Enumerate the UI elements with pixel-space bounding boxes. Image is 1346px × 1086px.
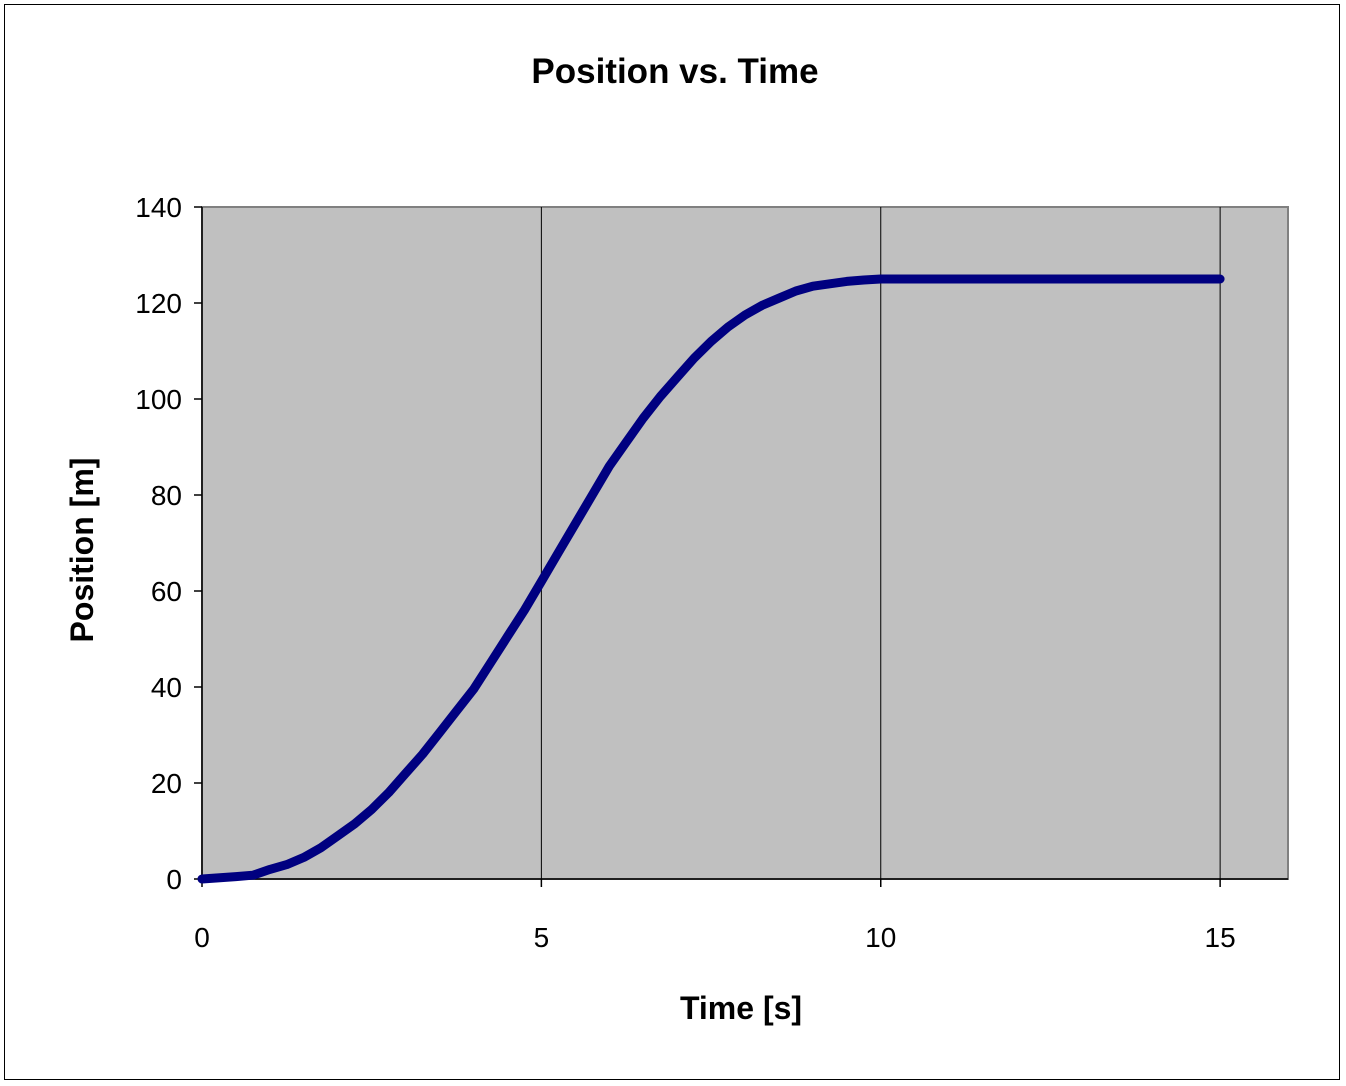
axes xyxy=(194,206,1288,887)
y-tick-label-2: 40 xyxy=(151,672,182,703)
y-axis-title: Position [m] xyxy=(64,458,100,643)
chart-title: Position vs. Time xyxy=(531,52,818,91)
y-tick-label-6: 120 xyxy=(135,288,182,319)
y-tick-label-3: 60 xyxy=(151,576,182,607)
x-axis-title: Time [s] xyxy=(680,990,802,1026)
y-tick-label-5: 100 xyxy=(135,384,182,415)
x-tick-label-0: 0 xyxy=(194,922,210,953)
x-tick-label-1: 5 xyxy=(534,922,550,953)
chart-canvas: Position vs. Time 0 20 40 60 80 100 120 140 0 5 1… xyxy=(64,52,1289,1026)
x-tick-label-2: 10 xyxy=(865,922,896,953)
y-tick-label-7: 140 xyxy=(135,192,182,223)
chart-frame: Position vs. Time 0 20 40 60 80 100 120 140 0 5 1… xyxy=(4,4,1340,1080)
x-tick-label-3: 15 xyxy=(1205,922,1236,953)
y-tick-label-1: 20 xyxy=(151,768,182,799)
y-tick-labels: 0 20 40 60 80 100 120 140 xyxy=(135,192,182,895)
position-series-line xyxy=(197,274,1225,884)
plot-area xyxy=(201,206,1289,880)
y-tick-label-0: 0 xyxy=(166,864,182,895)
x-tick-labels: 0 5 10 15 xyxy=(194,922,1235,953)
gridlines xyxy=(540,207,1221,879)
y-tick-label-4: 80 xyxy=(151,480,182,511)
